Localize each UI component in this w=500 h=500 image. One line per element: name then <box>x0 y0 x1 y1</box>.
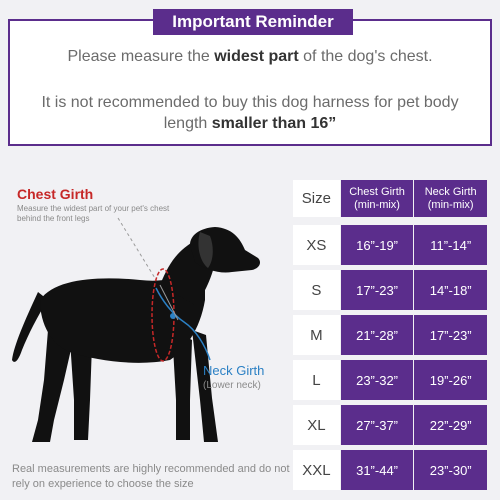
reminder-line-2: It is not recommended to buy this dog ha… <box>30 92 470 134</box>
neck-girth-value: 11”-14” <box>414 225 487 265</box>
chest-girth-value: 16”-19” <box>340 225 414 265</box>
reminder-line-1-end: of the dog's chest. <box>298 48 433 65</box>
neck-girth-value: 23”-30” <box>414 450 487 490</box>
neck-girth-header: Neck Girth (min-mix) <box>414 180 487 217</box>
size-label: S <box>293 270 340 310</box>
size-row-l: L 23”-32” 19”-26” <box>293 360 487 400</box>
chest-girth-header: Chest Girth (min-mix) <box>340 180 414 217</box>
chest-girth-value: 23”-32” <box>340 360 414 400</box>
chest-girth-value: 27”-37” <box>340 405 414 445</box>
neck-girth-value: 19”-26” <box>414 360 487 400</box>
chest-girth-value: 17”-23” <box>340 270 414 310</box>
neck-girth-description: (Lower neck) <box>203 380 261 391</box>
size-label: XS <box>293 225 340 265</box>
neck-girth-value: 17”-23” <box>414 315 487 355</box>
size-table: Size Chest Girth (min-mix) Neck Girth (m… <box>293 180 487 495</box>
reminder-title: Important Reminder <box>153 9 353 35</box>
neck-girth-value: 14”-18” <box>414 270 487 310</box>
size-row-s: S 17”-23” 14”-18” <box>293 270 487 310</box>
size-row-xl: XL 27”-37” 22”-29” <box>293 405 487 445</box>
reminder-line-2-text: It is not recommended to buy this dog ha… <box>41 94 459 132</box>
size-row-m: M 21”-28” 17”-23” <box>293 315 487 355</box>
size-label: XL <box>293 405 340 445</box>
reminder-line-1-bold: widest part <box>214 48 299 65</box>
chest-girth-value: 21”-28” <box>340 315 414 355</box>
size-table-header: Size Chest Girth (min-mix) Neck Girth (m… <box>293 180 487 217</box>
reminder-line-2-bold: smaller than 16” <box>211 115 337 132</box>
chest-girth-value: 31”-44” <box>340 450 414 490</box>
size-row-xxl: XXL 31”-44” 23”-30” <box>293 450 487 490</box>
chest-girth-header-title: Chest Girth <box>349 185 405 198</box>
neck-girth-label: Neck Girth <box>203 363 265 378</box>
dog-silhouette-illustration <box>12 217 260 442</box>
neck-girth-value: 22”-29” <box>414 405 487 445</box>
neck-girth-header-title: Neck Girth <box>424 185 477 198</box>
chest-girth-description: Measure the widest part of your pet's ch… <box>17 204 170 223</box>
reminder-line-1-text: Please measure the <box>67 48 215 65</box>
neck-girth-header-sub: (min-mix) <box>427 198 474 211</box>
size-label: L <box>293 360 340 400</box>
reminder-line-1: Please measure the widest part of the do… <box>10 48 490 66</box>
chest-girth-header-sub: (min-mix) <box>354 198 400 211</box>
size-label: M <box>293 315 340 355</box>
measurement-footnote: Real measurements are highly recommended… <box>12 463 290 490</box>
size-header: Size <box>293 180 340 217</box>
size-row-xs: XS 16”-19” 11”-14” <box>293 225 487 265</box>
size-label: XXL <box>293 450 340 490</box>
chest-girth-label: Chest Girth <box>17 186 94 202</box>
